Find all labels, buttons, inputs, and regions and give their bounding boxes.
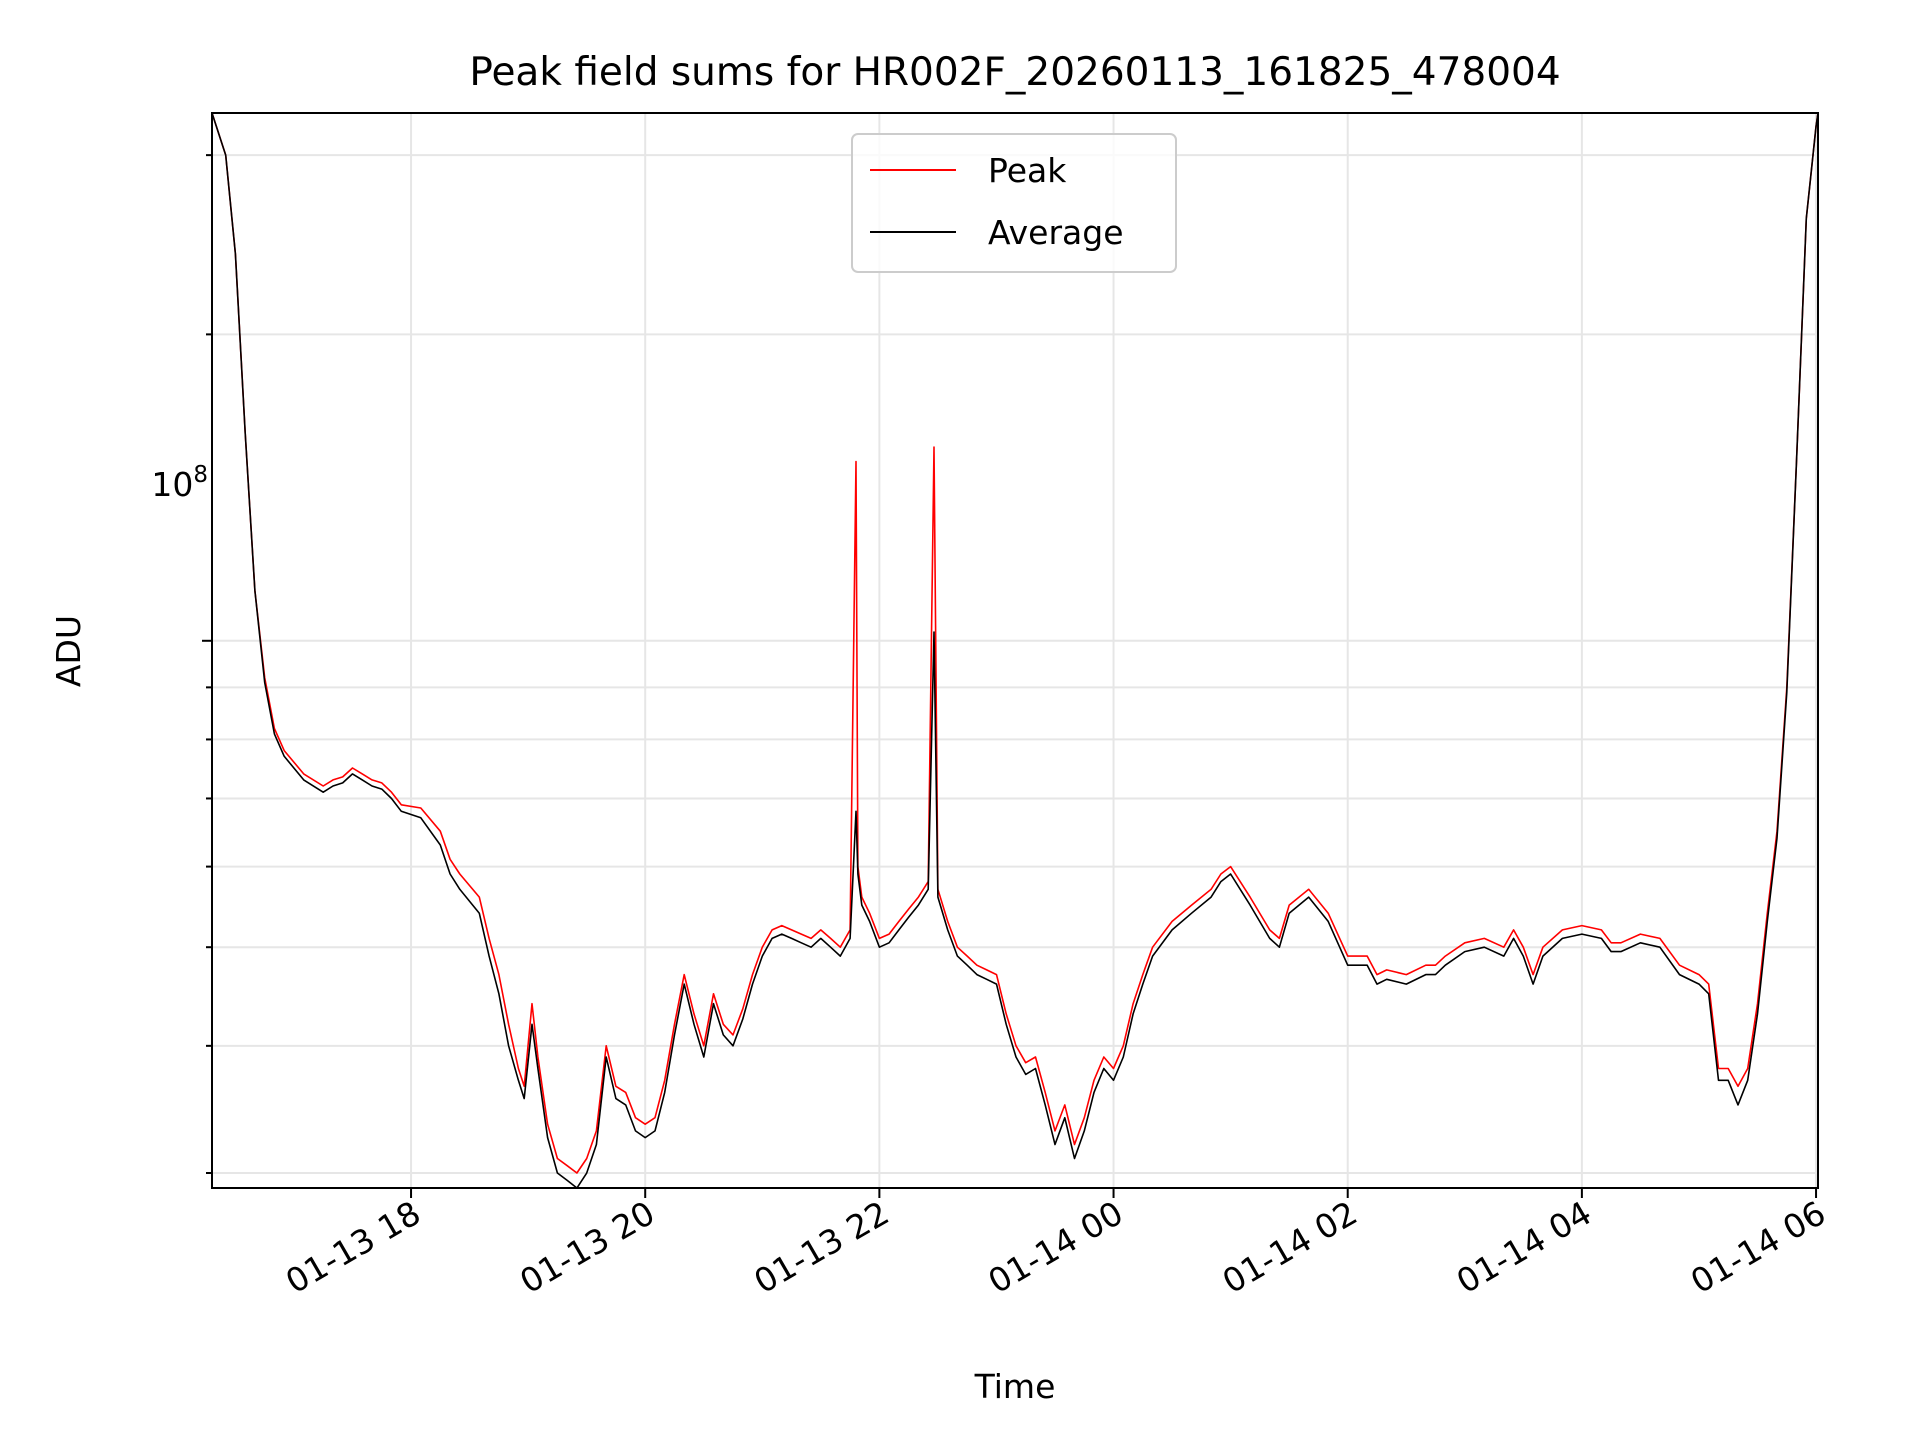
y-tick-label-1e8: 108	[151, 462, 208, 504]
y-axis-ticks	[202, 154, 212, 1175]
legend-label-average: Average	[988, 213, 1124, 252]
chart-title: Peak field sums for HR002F_20260113_1618…	[469, 50, 1560, 95]
y-axis-label: ADU	[49, 615, 88, 687]
series-line-average	[211, 112, 1819, 1189]
series-line-peak	[211, 112, 1819, 1174]
series-layer	[211, 112, 1819, 1189]
grid-lines	[212, 113, 1818, 1188]
legend-box	[851, 133, 1177, 273]
legend: Peak Average	[851, 133, 1177, 273]
legend-label-peak: Peak	[988, 151, 1067, 190]
x-axis-label: Time	[974, 1367, 1056, 1406]
axes-frame	[211, 112, 1819, 1189]
